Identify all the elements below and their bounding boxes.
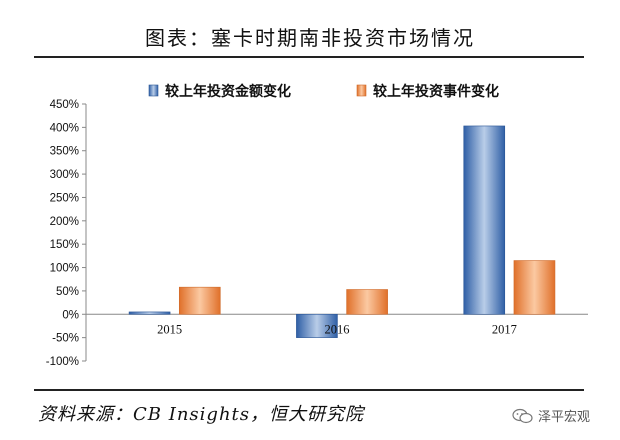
chart-title: 图表：塞卡时期南非投资市场情况: [145, 26, 475, 50]
legend-label-1: 较上年投资金额变化: [165, 83, 291, 100]
bar-2016-series-1: [296, 313, 338, 338]
y-tick-label: 0%: [62, 309, 79, 321]
y-tick-label: 300%: [50, 169, 79, 181]
watermark-text: 泽平宏观: [538, 410, 591, 425]
legend: 较上年投资金额变化 较上年投资事件变化: [148, 83, 499, 100]
source-divider: [34, 389, 584, 391]
bar-2017-series-2: [513, 260, 556, 315]
y-tick-label: 400%: [50, 122, 79, 134]
y-tick-label: 450%: [50, 99, 79, 111]
x-tick-labels: 2015 2016 2017: [157, 322, 517, 336]
y-tick-label: -100%: [46, 356, 79, 368]
axes: -100% -50% 0% 50% 100% 150% 200% 250% 300% 350% 40…: [46, 99, 588, 368]
wechat-icon: [512, 408, 533, 423]
bars: [128, 125, 556, 338]
legend-label-2: 较上年投资事件变化: [373, 83, 499, 100]
bar-2016-series-2: [346, 289, 388, 315]
y-tick-label: 350%: [50, 146, 79, 158]
legend-swatch-2: [356, 84, 367, 97]
y-tick-label: 150%: [50, 239, 79, 251]
y-tick-label: 250%: [50, 192, 79, 204]
y-tick-label: 200%: [50, 216, 79, 228]
y-tick-label: 50%: [56, 286, 79, 298]
x-tick-label: 2016: [325, 322, 350, 336]
title-divider: [34, 56, 584, 58]
bar-2015-series-2: [178, 286, 221, 315]
y-tick-label: -50%: [52, 333, 79, 345]
watermark: 泽平宏观: [512, 406, 590, 425]
x-tick-label: 2017: [492, 322, 517, 336]
bar-2015-series-1: [128, 311, 171, 315]
bar-2017-series-1: [463, 125, 506, 315]
y-tick-label: 100%: [50, 263, 79, 275]
source-note: 资料来源：CB Insights，恒大研究院: [38, 404, 365, 425]
x-tick-label: 2015: [157, 322, 182, 336]
legend-swatch-1: [148, 84, 159, 97]
